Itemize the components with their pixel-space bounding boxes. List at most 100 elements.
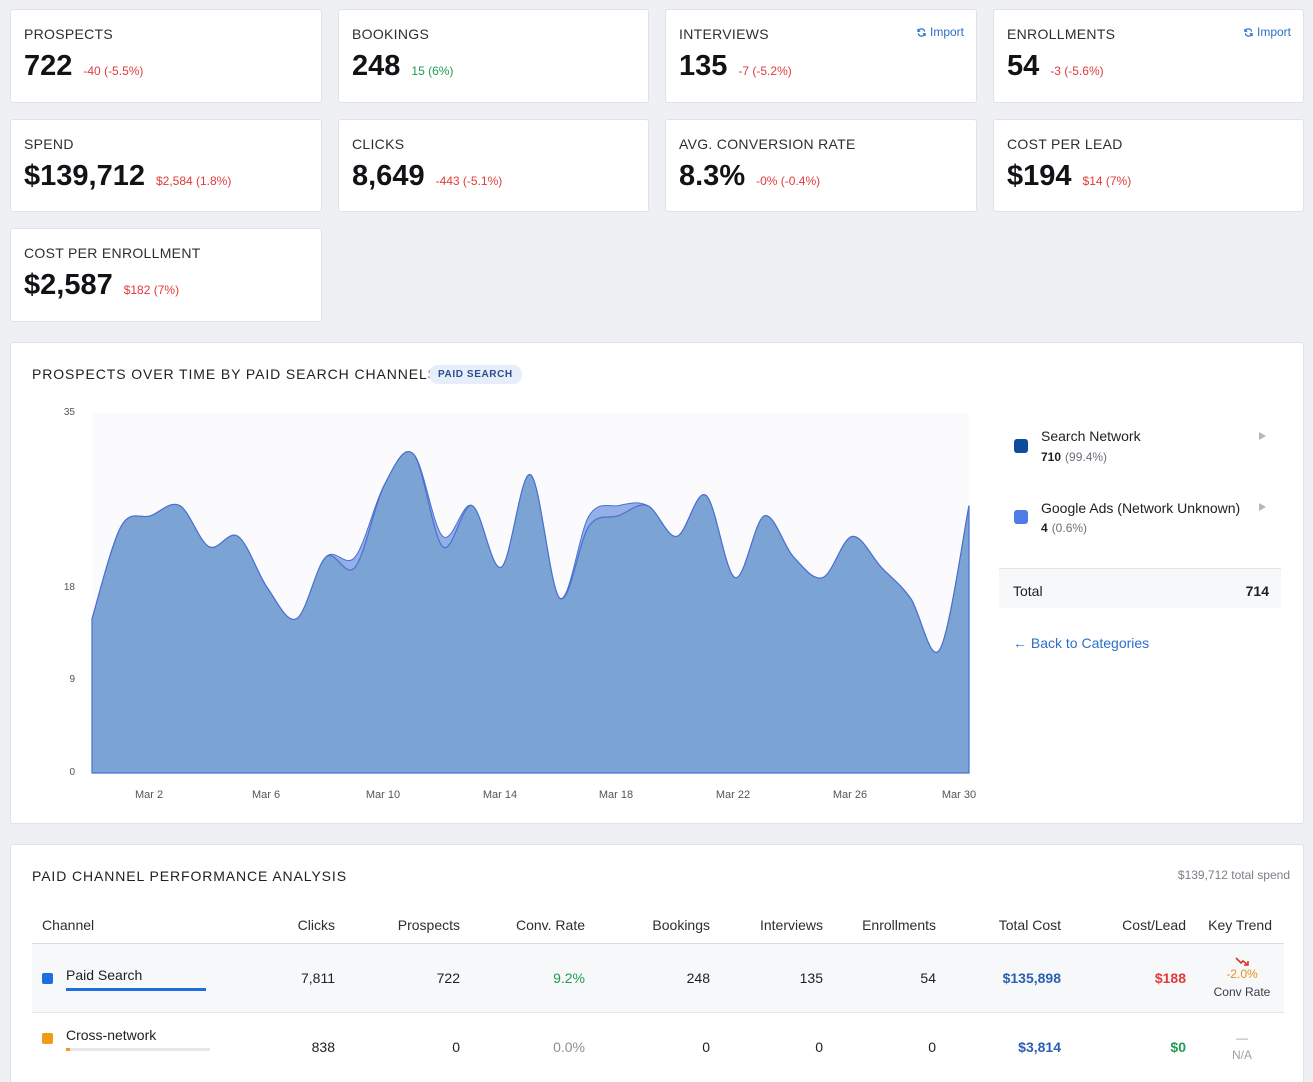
trend-value: -2.0% (1226, 967, 1258, 981)
import-button[interactable]: Import (917, 25, 964, 39)
kpi-value: 135 (679, 50, 728, 82)
col-header-key-trend[interactable]: Key Trend (1208, 916, 1272, 933)
refresh-icon (1244, 27, 1253, 37)
channel-share-bar-track (66, 987, 206, 991)
kpi-delta: -443 (-5.1%) (435, 174, 503, 188)
channel-name: Paid Search (66, 966, 143, 983)
channel-share-bar (66, 1047, 71, 1051)
kpi-label: AVG. CONVERSION RATE (679, 136, 856, 152)
trend-down-icon (1235, 957, 1249, 966)
kpi-card-clicks: CLICKS 8,649 -443 (-5.1%) (338, 119, 649, 212)
clicks-cell: 838 (311, 1038, 335, 1055)
total-spend-note: $139,712 total spend (1177, 868, 1290, 882)
channel-name: Cross-network (66, 1026, 157, 1043)
channel-color-dot (42, 1032, 53, 1044)
kpi-label: ENROLLMENTS (1007, 26, 1116, 42)
key-trend-cell: — N/A (1186, 1012, 1284, 1081)
import-label: Import (929, 25, 964, 39)
col-header-cost-lead[interactable]: Cost/Lead (1122, 916, 1186, 933)
kpi-delta: -7 (-5.2%) (738, 64, 792, 78)
total-value: 714 (1245, 583, 1269, 599)
total-label: Total (1013, 583, 1043, 599)
col-header-conv-rate[interactable]: Conv. Rate (516, 916, 585, 933)
kpi-delta: -0% (-0.4%) (756, 174, 821, 188)
col-header-clicks[interactable]: Clicks (297, 916, 335, 933)
chart-title: PROSPECTS OVER TIME BY PAID SEARCH CHANN… (32, 366, 438, 382)
kpi-delta: $182 (7%) (123, 283, 180, 297)
x-tick: Mar 18 (598, 789, 634, 801)
x-tick: Mar 10 (365, 789, 401, 801)
back-to-categories-link[interactable]: ← Back to Categories (1013, 635, 1150, 651)
table-row[interactable]: Cross-network 838 0 0.0% 0 0 0 $3,814 $0… (32, 1012, 1284, 1081)
legend-value: 710 (99.4%) (1041, 450, 1108, 464)
y-tick: 35 (63, 407, 75, 418)
kpi-value: 722 (24, 50, 73, 82)
kpi-delta: 15 (6%) (411, 64, 454, 78)
kpi-card-cost-per-lead: COST PER LEAD $194 $14 (7%) (993, 119, 1304, 212)
col-header-total-cost[interactable]: Total Cost (998, 916, 1061, 933)
conv-rate-cell: 9.2% (553, 969, 585, 986)
channel-color-dot (42, 972, 53, 984)
kpi-card-enrollments: ENROLLMENTS Import 54 -3 (-5.6%) (993, 9, 1304, 103)
kpi-label: CLICKS (352, 136, 405, 152)
x-tick: Mar 2 (134, 789, 164, 801)
kpi-value: $2,587 (24, 269, 113, 301)
x-tick: Mar 14 (482, 789, 518, 801)
kpi-label: COST PER ENROLLMENT (24, 245, 201, 261)
col-header-enrollments[interactable]: Enrollments (862, 916, 936, 933)
kpi-delta: $2,584 (1.8%) (155, 174, 232, 188)
prospects-cell: 0 (452, 1038, 460, 1055)
area-series-search-network[interactable] (91, 451, 970, 774)
kpi-delta: -40 (-5.5%) (83, 64, 144, 78)
chart-panel: PROSPECTS OVER TIME BY PAID SEARCH CHANN… (10, 342, 1304, 824)
x-tick: Mar 30 (941, 789, 977, 801)
x-tick: Mar 26 (832, 789, 868, 801)
total-cost-cell: $135,898 (1002, 969, 1061, 986)
table-row[interactable]: Paid Search 7,811 722 9.2% 248 135 54 $1… (32, 943, 1284, 1012)
y-tick: 18 (63, 582, 75, 593)
kpi-value: 8,649 (352, 160, 425, 192)
kpi-label: COST PER LEAD (1007, 136, 1123, 152)
bookings-cell: 0 (702, 1038, 710, 1055)
legend-swatch (1014, 510, 1028, 524)
col-header-bookings[interactable]: Bookings (652, 916, 710, 933)
kpi-card-prospects: PROSPECTS 722 -40 (-5.5%) (10, 9, 322, 103)
kpi-card-conversion-rate: AVG. CONVERSION RATE 8.3% -0% (-0.4%) (665, 119, 977, 212)
col-header-interviews[interactable]: Interviews (759, 916, 823, 933)
kpi-card-bookings: BOOKINGS 248 15 (6%) (338, 9, 649, 103)
y-tick: 9 (69, 674, 75, 685)
cost-lead-cell: $188 (1154, 969, 1186, 986)
kpi-delta: $14 (7%) (1082, 174, 1132, 188)
prospects-cell: 722 (436, 969, 460, 986)
channel-share-bar (66, 987, 206, 991)
trend-label: Conv Rate (1213, 985, 1271, 999)
kpi-label: BOOKINGS (352, 26, 430, 42)
bookings-cell: 248 (686, 969, 710, 986)
dash-icon: — (1236, 1031, 1248, 1046)
play-arrow-icon[interactable] (1259, 432, 1266, 440)
kpi-label: PROSPECTS (24, 26, 114, 42)
kpi-value: $194 (1007, 160, 1072, 192)
legend-swatch (1014, 439, 1028, 453)
col-header-prospects[interactable]: Prospects (397, 916, 460, 933)
interviews-cell: 0 (815, 1038, 823, 1055)
kpi-delta: -3 (-5.6%) (1050, 64, 1104, 78)
channel-share-bar-track (66, 1047, 210, 1051)
import-button[interactable]: Import (1244, 25, 1291, 39)
cost-lead-cell: $0 (1170, 1038, 1186, 1055)
enrollments-cell: 54 (920, 969, 936, 986)
y-tick: 0 (69, 767, 75, 778)
play-arrow-icon[interactable] (1259, 503, 1266, 511)
key-trend-cell: -2.0% Conv Rate (1186, 943, 1284, 1012)
channel-filter-pill: PAID SEARCH (429, 365, 522, 384)
prospects-area-chart (91, 413, 970, 774)
performance-table: Channel Clicks Prospects Conv. Rate Book… (32, 907, 1284, 1081)
legend-total-row: Total 714 (999, 568, 1281, 608)
kpi-value: $139,712 (24, 160, 145, 192)
kpi-card-spend: SPEND $139,712 $2,584 (1.8%) (10, 119, 322, 212)
legend-value: 4 (0.6%) (1041, 521, 1088, 535)
refresh-icon (917, 27, 926, 37)
kpi-card-cost-per-enrollment: COST PER ENROLLMENT $2,587 $182 (7%) (10, 228, 322, 322)
col-header-channel[interactable]: Channel (42, 916, 95, 933)
clicks-cell: 7,811 (301, 969, 335, 986)
